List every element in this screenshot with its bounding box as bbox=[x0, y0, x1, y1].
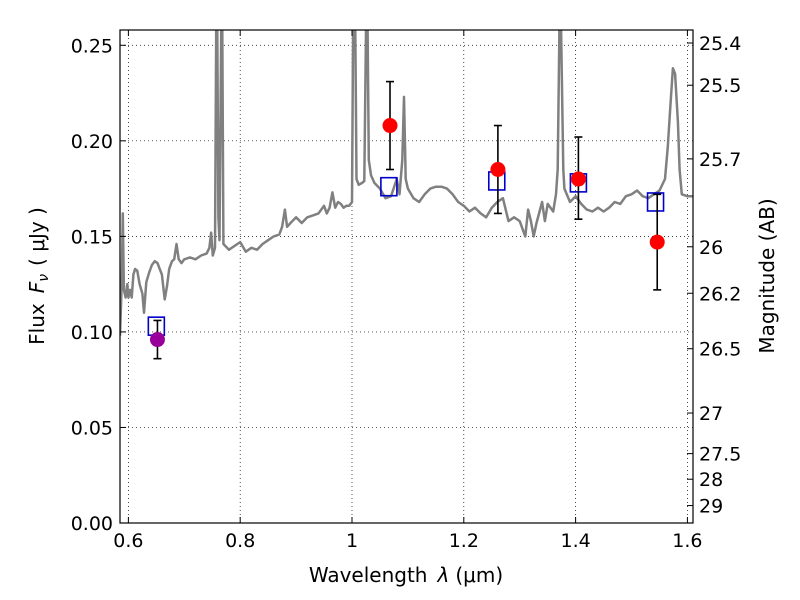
spectrum-line bbox=[120, 30, 693, 336]
y-tick-label: 0.20 bbox=[71, 131, 113, 153]
photometry-point bbox=[649, 234, 665, 250]
y-axis-label: FluxFν( μJy ) bbox=[25, 207, 52, 345]
model-square-marker bbox=[646, 192, 665, 212]
y-tick-label: 0.25 bbox=[71, 35, 113, 57]
y2-tick-label: 27 bbox=[699, 403, 723, 425]
photometry-point bbox=[382, 118, 398, 134]
y2-tick-label: 28 bbox=[699, 469, 723, 491]
x-axis-label: Wavelength λ (μm) bbox=[309, 563, 503, 587]
data-layer bbox=[120, 30, 693, 360]
x-tick-label: 1.4 bbox=[560, 530, 590, 552]
y2-tick-label: 25.5 bbox=[699, 75, 741, 97]
y-tick-label: 0.10 bbox=[71, 322, 113, 344]
plot-area bbox=[120, 30, 693, 523]
photometry-point bbox=[570, 171, 586, 187]
x-tick-label: 1.2 bbox=[449, 530, 479, 552]
y2-tick-label: 26 bbox=[699, 237, 723, 259]
y2-axis-label: Magnitude (AB) bbox=[755, 198, 779, 353]
y2-tick-label: 25.7 bbox=[699, 149, 741, 171]
y2-tick-label: 26.5 bbox=[699, 339, 741, 361]
plot-frame bbox=[119, 29, 694, 524]
y-tick-label: 0.05 bbox=[71, 417, 113, 439]
y2-tick-label: 25.4 bbox=[699, 33, 741, 55]
y2-tick-label: 26.2 bbox=[699, 283, 741, 305]
x-tick-label: 0.6 bbox=[113, 530, 143, 552]
x-tick-label: 1 bbox=[346, 530, 358, 552]
photometry-point bbox=[149, 332, 165, 348]
x-tick-label: 1.6 bbox=[672, 530, 702, 552]
y2-tick-label: 27.5 bbox=[699, 444, 741, 466]
y-tick-label: 0.00 bbox=[71, 513, 113, 535]
axis-ticks: 0.6 0.8 1 1.2 1.4 1.6 0.00 0.05 0.10 0.15 0.20 0.25… bbox=[71, 30, 741, 552]
photometry-point bbox=[490, 161, 506, 177]
x-tick-label: 0.8 bbox=[225, 530, 255, 552]
y-tick-label: 0.15 bbox=[71, 226, 113, 248]
y2-tick-label: 29 bbox=[699, 496, 723, 518]
model-square-marker bbox=[380, 176, 398, 197]
